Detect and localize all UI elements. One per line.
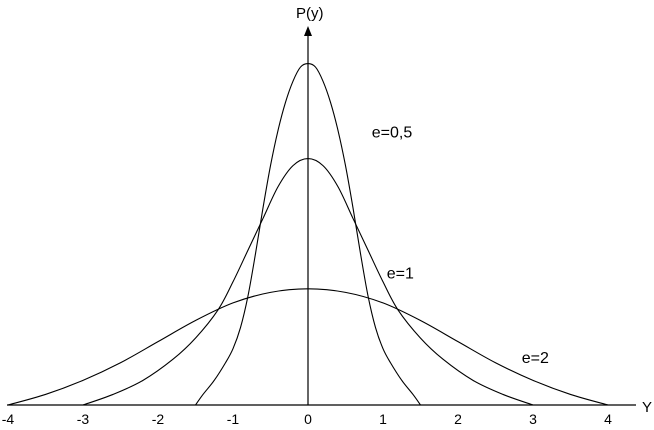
curves xyxy=(7,63,609,406)
x-tick-label: 2 xyxy=(454,411,462,427)
x-tick-label: 3 xyxy=(529,411,537,427)
x-tick-label: 1 xyxy=(379,411,387,427)
y-axis-arrow-icon xyxy=(304,26,312,36)
x-tick-label: -2 xyxy=(152,411,165,427)
x-tick-labels: -4 -3 -2 -1 0 1 2 3 4 xyxy=(2,411,612,427)
y-axis-label: P(y) xyxy=(296,5,324,22)
x-tick-label: 0 xyxy=(304,411,312,427)
curve-label: e=2 xyxy=(522,350,549,367)
axes: P(y) Y xyxy=(7,5,652,416)
series-line-2 xyxy=(82,158,534,406)
series-line-3 xyxy=(7,288,609,406)
series-line-1 xyxy=(195,63,421,406)
curve-label: e=0,5 xyxy=(372,124,413,141)
x-tick-label: -1 xyxy=(227,411,240,427)
x-tick-label: -4 xyxy=(2,411,15,427)
x-axis-label: Y xyxy=(642,399,652,416)
x-tick-label: 4 xyxy=(604,411,612,427)
curve-labels: e=0,5 e=1 e=2 xyxy=(372,124,549,366)
x-tick-label: -3 xyxy=(77,411,90,427)
curve-label: e=1 xyxy=(387,265,414,282)
